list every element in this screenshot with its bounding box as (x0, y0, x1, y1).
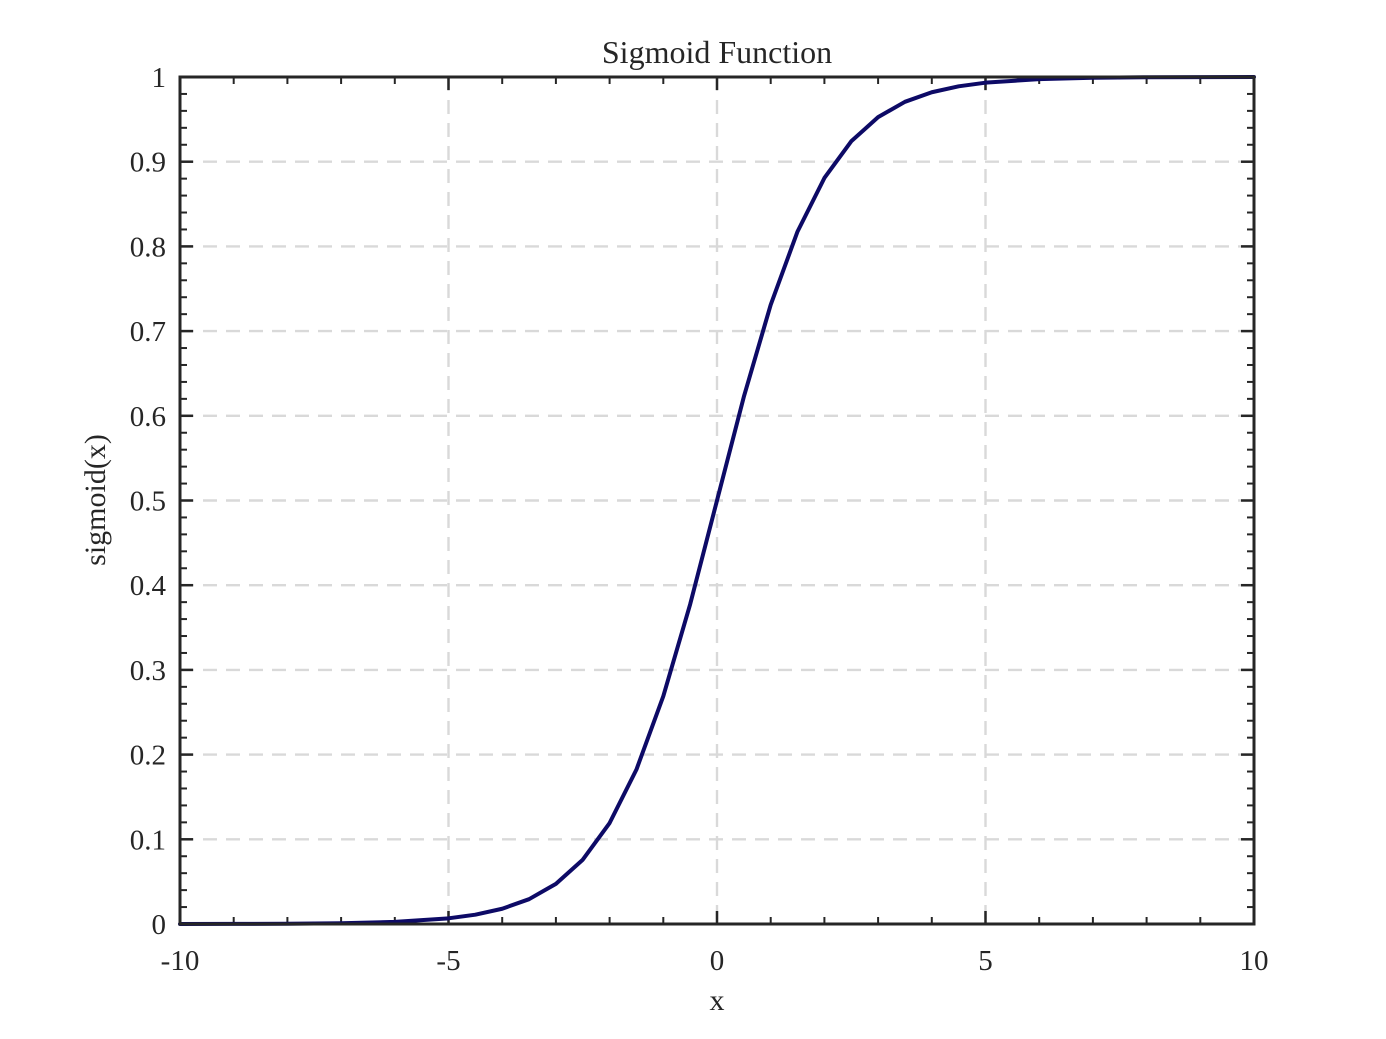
plot-frame (178, 75, 1256, 926)
y-axis-label: sigmoid(x) (79, 434, 112, 566)
y-tick-label: 0.3 (130, 655, 166, 687)
y-tick-label: 0 (152, 909, 167, 941)
x-axis-label: x (710, 984, 725, 1017)
x-tick-label: -5 (436, 945, 460, 977)
y-tick-label: 0.6 (130, 401, 166, 433)
x-tick-label: 5 (978, 945, 993, 977)
x-tick-label: 0 (710, 945, 725, 977)
x-tick-labels: -10 -5 0 5 10 (161, 945, 1269, 977)
y-tick-label: 1 (152, 62, 167, 94)
y-tick-label: 0.7 (130, 316, 166, 348)
y-tick-label: 0.9 (130, 147, 166, 179)
y-tick-labels: 0 0.1 0.2 0.3 0.4 0.5 0.6 0.7 0.8 0.9 1 (130, 62, 167, 941)
chart-title: Sigmoid Function (602, 34, 832, 70)
y-tick-label: 0.5 (130, 486, 166, 518)
y-tick-label: 0.1 (130, 824, 166, 856)
x-tick-label: 10 (1240, 945, 1269, 977)
y-tick-label: 0.2 (130, 740, 166, 772)
y-tick-label: 0.4 (130, 570, 167, 602)
x-tick-label: -10 (161, 945, 200, 977)
sigmoid-curve (178, 75, 1256, 926)
y-tick-label: 0.8 (130, 231, 166, 263)
